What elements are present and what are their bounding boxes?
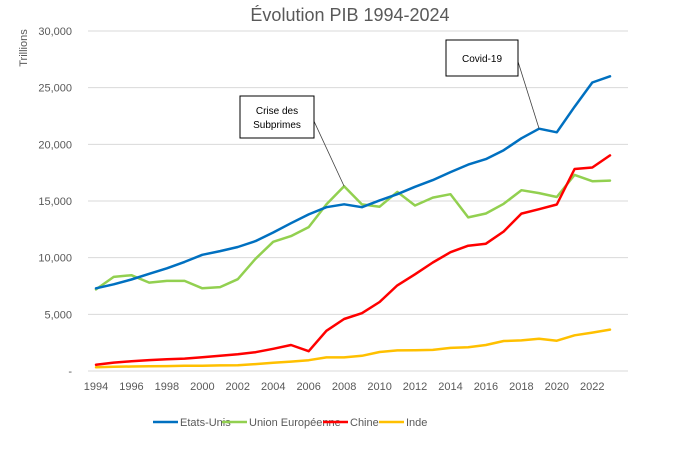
x-tick-label: 2020 bbox=[545, 381, 569, 393]
annotation-box bbox=[239, 95, 315, 139]
y-tick-label: 15,000 bbox=[38, 196, 72, 208]
y-axis-ticks: - 5,000 10,000 15,000 20,000 25,000 30,000 bbox=[38, 26, 72, 378]
x-tick-label: 1998 bbox=[155, 381, 179, 393]
x-tick-label: 2000 bbox=[190, 381, 214, 393]
x-tick-label: 2012 bbox=[403, 381, 427, 393]
y-tick-label: 25,000 bbox=[38, 83, 72, 95]
annotation-text: Crise des bbox=[256, 106, 298, 117]
legend-label: Etats-Unis bbox=[180, 417, 231, 429]
annotation-box bbox=[445, 39, 519, 77]
legend-label: Chine bbox=[350, 417, 379, 429]
y-axis-label: Trillions bbox=[18, 29, 30, 67]
annotation-leader-line bbox=[517, 61, 540, 129]
x-tick-label: 2006 bbox=[296, 381, 320, 393]
series-line-union-européenne bbox=[94, 173, 612, 291]
x-tick-label: 2014 bbox=[438, 381, 462, 393]
y-tick-label: 10,000 bbox=[38, 253, 72, 265]
annotation-text: Subprimes bbox=[253, 120, 301, 131]
x-tick-label: 2018 bbox=[509, 381, 533, 393]
x-axis-ticks: 1994 1996 1998 2000 2002 2004 2006 2008 2010 2012… bbox=[84, 381, 605, 393]
y-tick-label: 5,000 bbox=[44, 309, 72, 321]
legend-label: Inde bbox=[406, 417, 427, 429]
y-tick-label: 20,000 bbox=[38, 139, 72, 151]
x-tick-label: 2016 bbox=[474, 381, 498, 393]
annotations: Crise des Subprimes Covid-19 bbox=[239, 39, 540, 187]
legend: Etats-Unis Union Européenne Chine Inde bbox=[153, 417, 427, 429]
x-tick-label: 2008 bbox=[332, 381, 356, 393]
y-tick-label: 30,000 bbox=[38, 26, 72, 38]
gridlines bbox=[88, 30, 628, 372]
series-line-etats-unis bbox=[94, 75, 612, 290]
y-tick-label: - bbox=[68, 366, 72, 378]
x-tick-label: 1996 bbox=[119, 381, 143, 393]
chart-title: Évolution PIB 1994-2024 bbox=[250, 5, 449, 25]
x-tick-label: 2004 bbox=[261, 381, 285, 393]
series-line-inde bbox=[94, 328, 612, 369]
x-tick-label: 2002 bbox=[226, 381, 250, 393]
annotation-leader-line bbox=[313, 121, 345, 187]
legend-label: Union Européenne bbox=[249, 417, 341, 429]
x-tick-label: 2022 bbox=[580, 381, 604, 393]
x-tick-label: 2010 bbox=[367, 381, 391, 393]
annotation-text: Covid-19 bbox=[462, 54, 502, 65]
x-tick-label: 1994 bbox=[84, 381, 108, 393]
series-lines bbox=[94, 75, 612, 369]
series-line-chine bbox=[94, 154, 612, 366]
